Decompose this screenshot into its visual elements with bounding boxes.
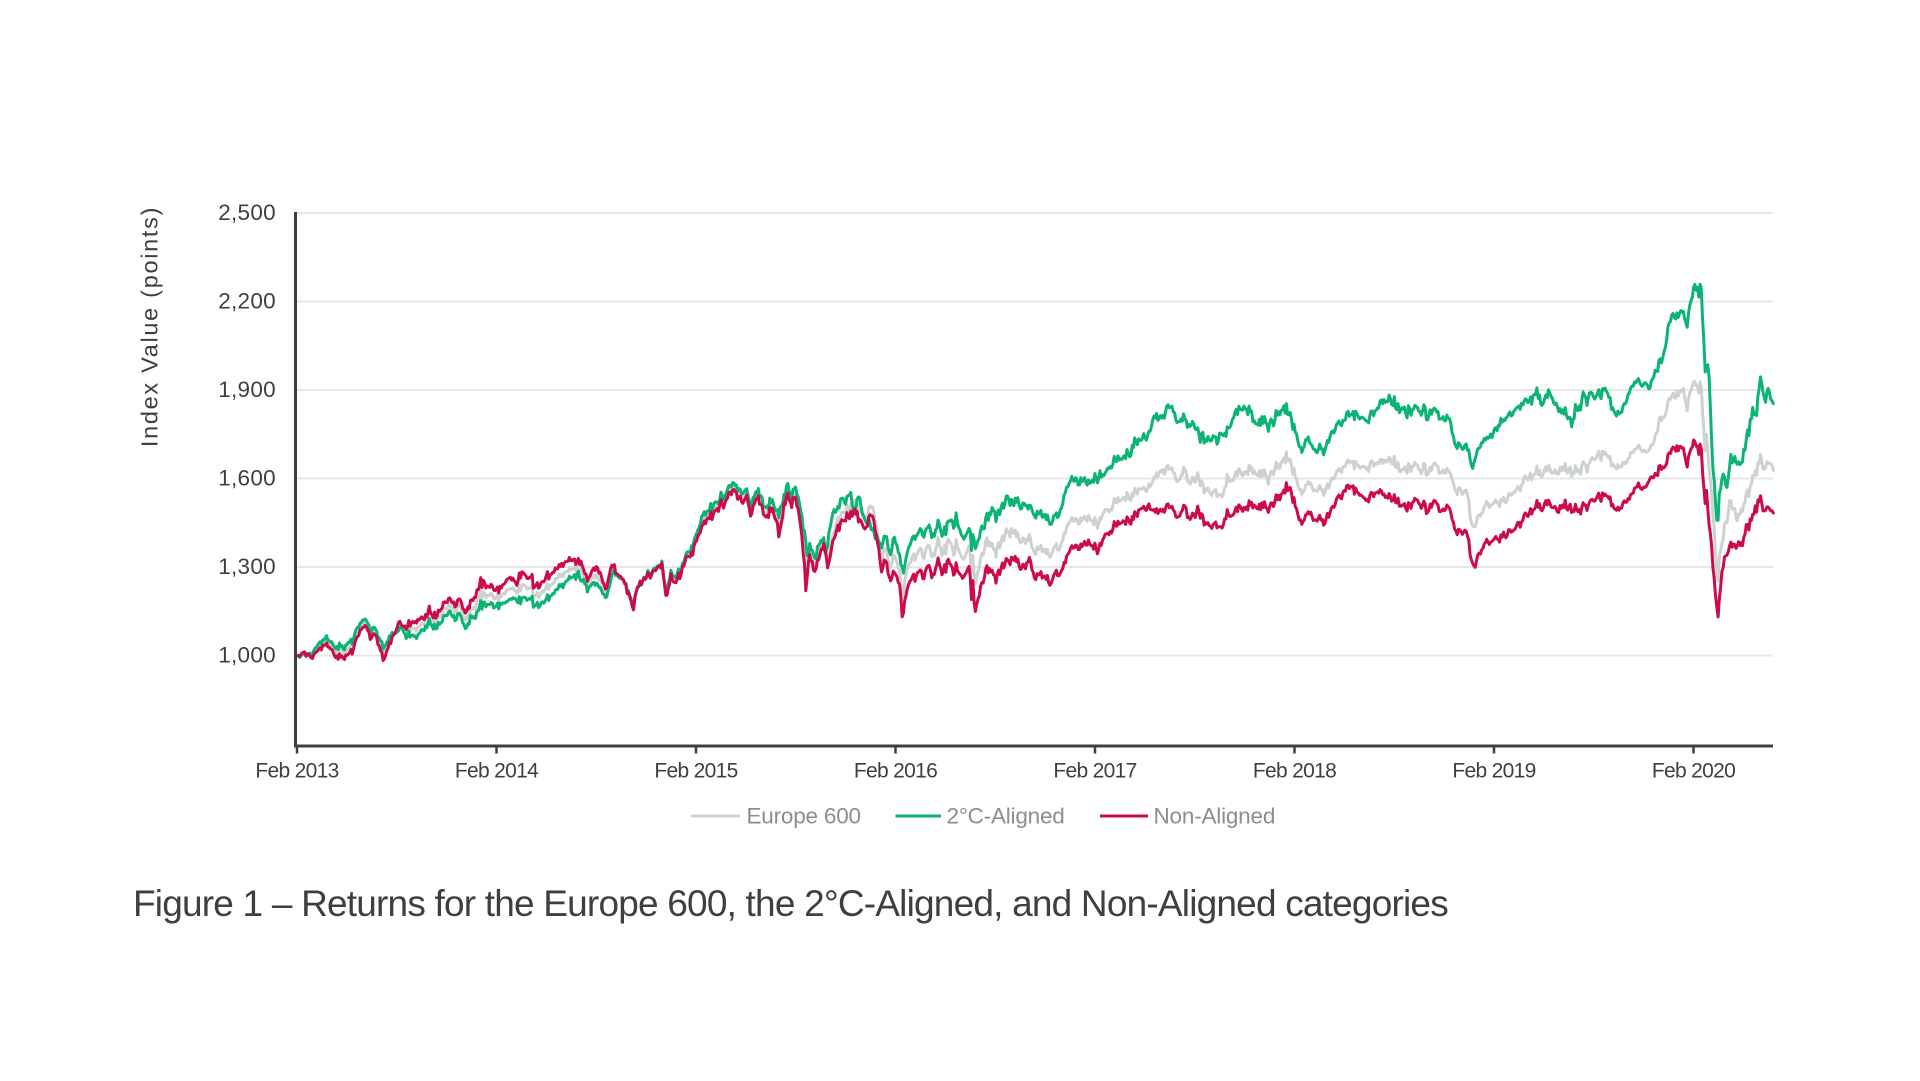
svg-text:Feb 2017: Feb 2017 — [1053, 760, 1136, 783]
svg-text:1,900: 1,900 — [218, 377, 276, 402]
svg-text:Feb 2014: Feb 2014 — [455, 760, 539, 783]
svg-text:Non-Aligned: Non-Aligned — [1154, 804, 1276, 829]
svg-text:Index Value (points): Index Value (points) — [137, 206, 163, 447]
svg-text:Feb 2019: Feb 2019 — [1452, 760, 1535, 783]
svg-text:2°C-Aligned: 2°C-Aligned — [947, 804, 1065, 829]
svg-text:Figure 1 – Returns for the Eur: Figure 1 – Returns for the Europe 600, t… — [133, 883, 1448, 924]
svg-text:Feb 2013: Feb 2013 — [255, 760, 338, 783]
svg-text:2,500: 2,500 — [218, 200, 276, 225]
svg-text:Europe 600: Europe 600 — [747, 804, 861, 829]
svg-text:1,600: 1,600 — [218, 465, 276, 490]
svg-text:1,000: 1,000 — [218, 642, 276, 667]
svg-text:Feb 2016: Feb 2016 — [854, 760, 937, 783]
svg-text:Feb 2020: Feb 2020 — [1652, 760, 1735, 783]
svg-text:2,200: 2,200 — [218, 288, 276, 313]
svg-text:Feb 2015: Feb 2015 — [654, 760, 737, 783]
svg-text:Feb 2018: Feb 2018 — [1253, 760, 1336, 783]
svg-text:1,300: 1,300 — [218, 554, 276, 579]
